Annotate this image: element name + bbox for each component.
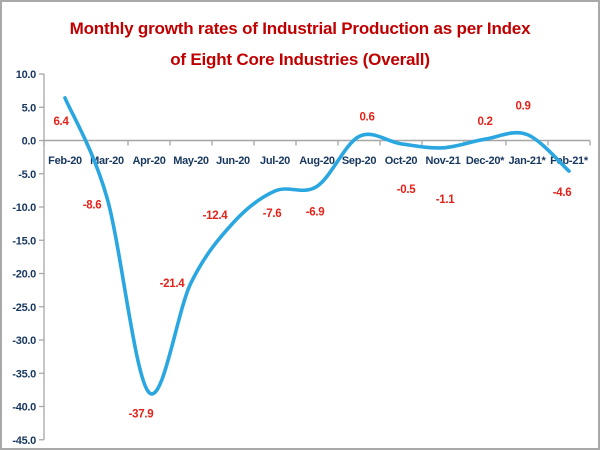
x-axis-label: Sep-20 <box>342 155 376 167</box>
data-label: 6.4 <box>53 116 69 128</box>
data-label: -0.5 <box>397 184 417 196</box>
data-label: -12.4 <box>203 210 229 222</box>
y-axis-label: -5.0 <box>18 169 36 181</box>
x-axis-label: Jan-21* <box>508 155 546 167</box>
data-label: -21.4 <box>160 278 186 290</box>
x-axis-label: May-20 <box>173 155 209 167</box>
x-axis-label: Feb-20 <box>48 155 82 167</box>
line-series <box>63 96 571 396</box>
x-axis-label: Aug-20 <box>299 155 335 167</box>
y-axis-label: 10.0 <box>16 69 36 81</box>
x-axis-label: Nov-21 <box>426 155 461 167</box>
data-label: -4.6 <box>553 187 572 199</box>
data-label: -8.6 <box>83 200 102 212</box>
y-axis-label: -25.0 <box>12 302 36 314</box>
y-axis-label: -35.0 <box>12 368 36 380</box>
chart-title-line-1: Monthly growth rates of Industrial Produ… <box>69 19 531 38</box>
x-axis-label: Mar-20 <box>90 155 124 167</box>
data-label: 0.9 <box>515 101 530 113</box>
x-axis-label: Dec-20* <box>466 155 505 167</box>
y-axis-label: -40.0 <box>12 402 36 414</box>
x-axis-label: Oct-20 <box>385 155 418 167</box>
data-label: -1.1 <box>436 194 456 206</box>
y-axis-label: -15.0 <box>12 235 36 247</box>
data-label: -6.9 <box>306 206 325 218</box>
y-axis-label: 0.0 <box>22 136 37 148</box>
x-axis-label: Jun-20 <box>216 155 250 167</box>
y-axis-label: -10.0 <box>12 202 36 214</box>
data-label: 0.2 <box>477 116 492 128</box>
x-axis-label: Jul-20 <box>260 155 290 167</box>
chart-title: Monthly growth rates of Industrial Produ… <box>2 13 598 75</box>
data-label: -37.9 <box>129 409 154 421</box>
y-axis-label: -20.0 <box>12 269 36 281</box>
y-axis-label: 5.0 <box>22 102 37 114</box>
y-axis-label: -45.0 <box>12 435 36 447</box>
chart-title-line-2: of Eight Core Industries (Overall) <box>170 50 430 69</box>
data-label: 0.6 <box>359 112 374 124</box>
data-label: -7.6 <box>263 208 282 220</box>
x-axis-label: Apr-20 <box>132 155 165 167</box>
y-axis-label: -30.0 <box>12 335 36 347</box>
